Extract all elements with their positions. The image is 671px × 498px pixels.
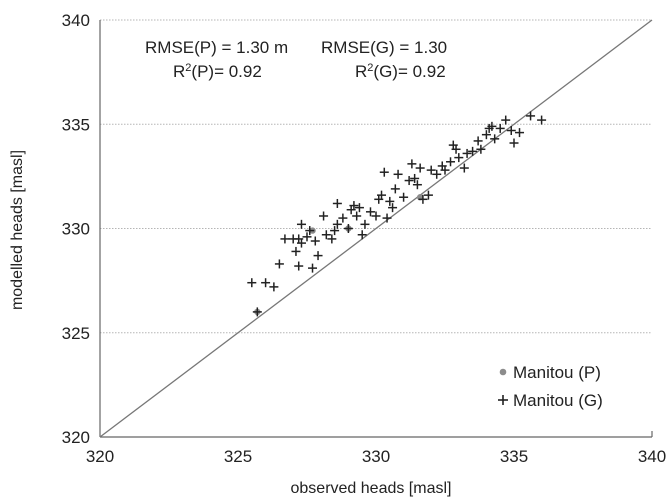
point-manitou-g-40 — [399, 192, 409, 202]
point-manitou-g-21 — [332, 219, 342, 229]
point-manitou-g-39 — [393, 169, 403, 179]
point-manitou-g-50 — [440, 165, 450, 175]
legend: Manitou (P) Manitou (G) — [498, 363, 603, 410]
point-manitou-g-24 — [343, 224, 353, 233]
rmse-p-annotation: RMSE(P) = 1.30 m — [145, 38, 288, 57]
point-manitou-g-13 — [305, 226, 315, 236]
point-manitou-g-35 — [379, 167, 389, 177]
point-manitou-g-26 — [349, 201, 359, 211]
point-manitou-g-17 — [319, 211, 329, 221]
point-manitou-g-27 — [352, 211, 362, 221]
r2-g-annotation: R2(G)= 0.92 — [355, 62, 446, 81]
point-manitou-g-0 — [247, 278, 257, 288]
point-manitou-g-36 — [382, 213, 392, 223]
point-manitou-g-47 — [426, 165, 436, 175]
point-manitou-g-42 — [407, 159, 417, 169]
point-manitou-g-62 — [495, 123, 505, 133]
x-tick-330: 330 — [362, 447, 390, 466]
point-manitou-g-1 — [252, 307, 262, 317]
y-tick-320: 320 — [62, 428, 90, 447]
point-manitou-g-30 — [360, 219, 370, 229]
point-manitou-g-41 — [404, 176, 414, 186]
point-manitou-g-16 — [313, 251, 323, 261]
point-manitou-g-55 — [462, 148, 472, 158]
point-manitou-g-14 — [308, 263, 318, 273]
point-manitou-g-67 — [526, 111, 536, 121]
r2-p-prefix: R — [173, 62, 185, 81]
point-manitou-g-29 — [357, 230, 367, 240]
axes — [99, 20, 653, 438]
point-manitou-g-34 — [377, 190, 387, 200]
point-manitou-g-53 — [454, 153, 464, 163]
point-manitou-g-37 — [385, 196, 395, 206]
rmse-g-annotation: RMSE(G) = 1.30 — [321, 38, 447, 57]
r2-g-superscript: 2 — [367, 62, 373, 74]
point-manitou-g-18 — [321, 230, 331, 240]
point-manitou-g-68 — [537, 115, 547, 125]
point-manitou-g-51 — [446, 157, 456, 167]
y-tick-330: 330 — [62, 220, 90, 239]
point-manitou-g-11 — [296, 238, 306, 248]
point-manitou-g-15 — [310, 236, 320, 246]
point-manitou-g-64 — [506, 126, 516, 136]
point-manitou-g-46 — [423, 190, 433, 200]
data-points — [247, 111, 547, 317]
point-manitou-g-69 — [388, 203, 398, 213]
point-manitou-g-45 — [418, 194, 428, 204]
x-tick-325: 325 — [224, 447, 252, 466]
point-manitou-g-66 — [515, 128, 525, 138]
point-manitou-g-54 — [459, 163, 469, 173]
point-manitou-g-7 — [291, 246, 301, 256]
point-manitou-g-61 — [490, 134, 500, 144]
point-manitou-g-58 — [476, 144, 486, 154]
y-tick-labels: 320 325 330 335 340 — [62, 11, 90, 447]
r2-g-prefix: R — [355, 62, 367, 81]
point-manitou-g-2 — [261, 278, 271, 288]
point-manitou-g-5 — [280, 234, 290, 244]
legend-marker-manitou-p — [499, 368, 507, 376]
x-tick-320: 320 — [86, 447, 114, 466]
x-tick-335: 335 — [500, 447, 528, 466]
y-tick-325: 325 — [62, 324, 90, 343]
point-manitou-g-28 — [354, 203, 364, 213]
y-axis-label: modelled heads [masl] — [9, 150, 26, 310]
point-manitou-g-70 — [410, 173, 420, 183]
point-manitou-g-31 — [365, 207, 375, 217]
r2-p-annotation: R2(P)= 0.92 — [173, 62, 262, 81]
x-tick-labels: 320 325 330 335 340 — [86, 447, 666, 466]
point-manitou-g-4 — [274, 259, 284, 269]
r2-p-superscript: 2 — [185, 62, 191, 74]
legend-label-manitou-p: Manitou (P) — [513, 363, 601, 382]
point-manitou-g-32 — [371, 211, 381, 221]
point-manitou-g-59 — [481, 130, 491, 140]
point-manitou-g-19 — [327, 234, 337, 244]
legend-marker-manitou-g — [498, 395, 508, 405]
point-manitou-g-56 — [468, 146, 478, 156]
point-manitou-g-22 — [332, 198, 342, 208]
point-manitou-g-57 — [473, 136, 483, 146]
point-manitou-g-3 — [269, 282, 279, 292]
point-manitou-g-44 — [415, 163, 425, 173]
point-manitou-g-65 — [509, 138, 519, 148]
legend-label-manitou-g: Manitou (G) — [513, 391, 603, 410]
one-to-one-reference-line — [99, 19, 653, 438]
r2-p-suffix: (P)= 0.92 — [191, 62, 261, 81]
point-manitou-g-72 — [487, 121, 497, 131]
point-manitou-g-63 — [501, 115, 511, 125]
x-axis-label: observed heads [masl] — [291, 480, 452, 497]
y-tick-340: 340 — [62, 11, 90, 30]
point-manitou-g-20 — [330, 226, 340, 236]
point-manitou-g-38 — [390, 184, 400, 194]
point-manitou-g-12 — [302, 232, 312, 242]
point-manitou-g-71 — [451, 144, 461, 154]
r2-g-suffix: (G)= 0.92 — [373, 62, 445, 81]
point-manitou-g-23 — [338, 213, 348, 223]
y-tick-335: 335 — [62, 115, 90, 134]
point-manitou-g-9 — [294, 261, 304, 271]
point-manitou-g-48 — [432, 169, 442, 179]
x-tick-340: 340 — [638, 447, 666, 466]
point-manitou-g-43 — [412, 180, 422, 190]
point-manitou-g-10 — [296, 219, 306, 229]
